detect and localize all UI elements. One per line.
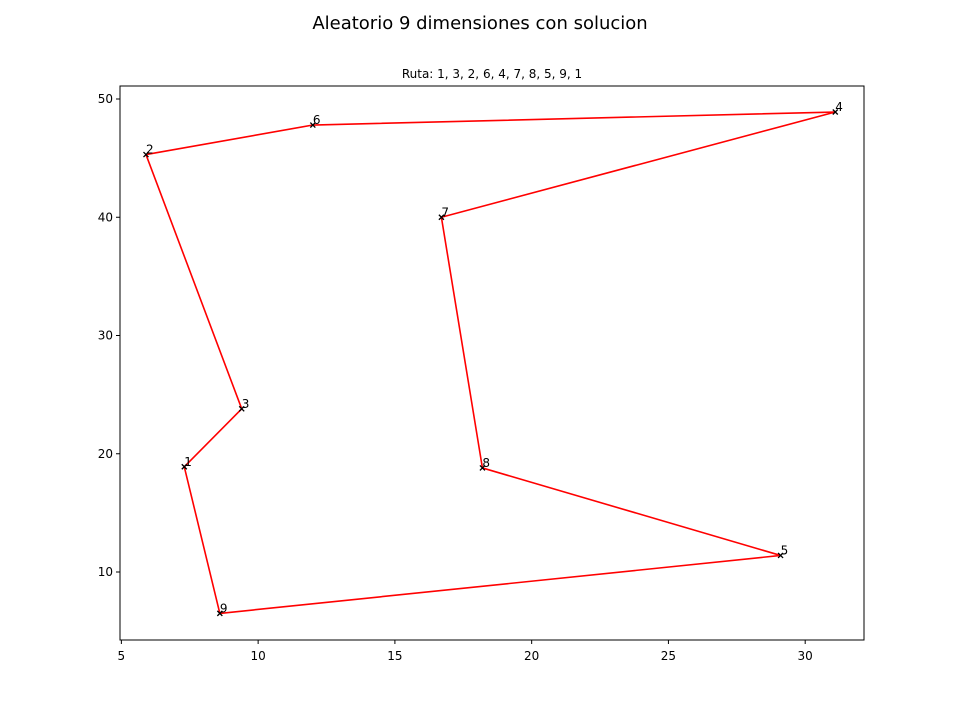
city-label: 5 (781, 543, 789, 557)
chart-title: Aleatorio 9 dimensiones con solucion (312, 13, 647, 34)
x-tick-label: 25 (661, 649, 676, 663)
city-marker (216, 610, 223, 617)
city-marker (832, 109, 839, 115)
route-segment (440, 216, 484, 469)
city-label: 9 (220, 601, 228, 615)
marker-stroke (479, 464, 486, 471)
city-marker (181, 463, 188, 470)
city-label: 6 (313, 113, 321, 127)
city-marker (438, 214, 445, 221)
city-markers (143, 109, 839, 617)
y-tick-label: 20 (98, 447, 113, 461)
city-marker (238, 405, 245, 412)
city-marker (143, 151, 149, 158)
marker-stroke (143, 151, 149, 158)
x-tick-label: 20 (524, 649, 539, 663)
y-tick-label: 30 (98, 329, 113, 343)
route-segment (219, 554, 782, 615)
marker-stroke (309, 122, 316, 128)
y-tick-label: 40 (98, 210, 113, 224)
x-tick-label: 10 (250, 649, 265, 663)
y-tick-label: 50 (98, 92, 113, 106)
city-label: 8 (482, 456, 490, 470)
y-axis: 10 20 30 40 50 (98, 92, 120, 579)
x-tick-label: 30 (798, 649, 813, 663)
city-labels: 1 2 3 4 5 6 7 8 9 (146, 100, 843, 615)
route-segment (440, 111, 837, 219)
route-segment (183, 408, 243, 468)
marker-stroke (777, 552, 784, 559)
city-marker (479, 464, 486, 471)
marker-stroke (216, 610, 223, 617)
city-label: 1 (184, 455, 192, 469)
city-marker (777, 552, 784, 559)
x-tick-label: 15 (387, 649, 402, 663)
route-segment (145, 153, 243, 410)
x-tick-label: 5 (118, 649, 126, 663)
route-lines (145, 111, 837, 615)
city-marker (309, 122, 316, 128)
marker-stroke (832, 109, 839, 115)
x-axis: 5 10 15 20 25 30 (118, 640, 813, 663)
route-segment (481, 467, 782, 557)
route-segment (145, 124, 314, 156)
route-segment (312, 111, 837, 126)
y-tick-label: 10 (98, 565, 113, 579)
chart-subtitle: Ruta: 1, 3, 2, 6, 4, 7, 8, 5, 9, 1 (402, 67, 582, 81)
plot-area (119, 85, 865, 641)
marker-stroke (438, 214, 445, 221)
marker-stroke (181, 463, 188, 470)
city-label: 3 (242, 397, 250, 411)
city-label: 4 (835, 100, 843, 114)
axes-border (119, 85, 865, 641)
city-label: 2 (146, 143, 154, 157)
city-label: 7 (441, 205, 449, 219)
marker-stroke (238, 405, 245, 412)
route-segment (183, 465, 221, 615)
